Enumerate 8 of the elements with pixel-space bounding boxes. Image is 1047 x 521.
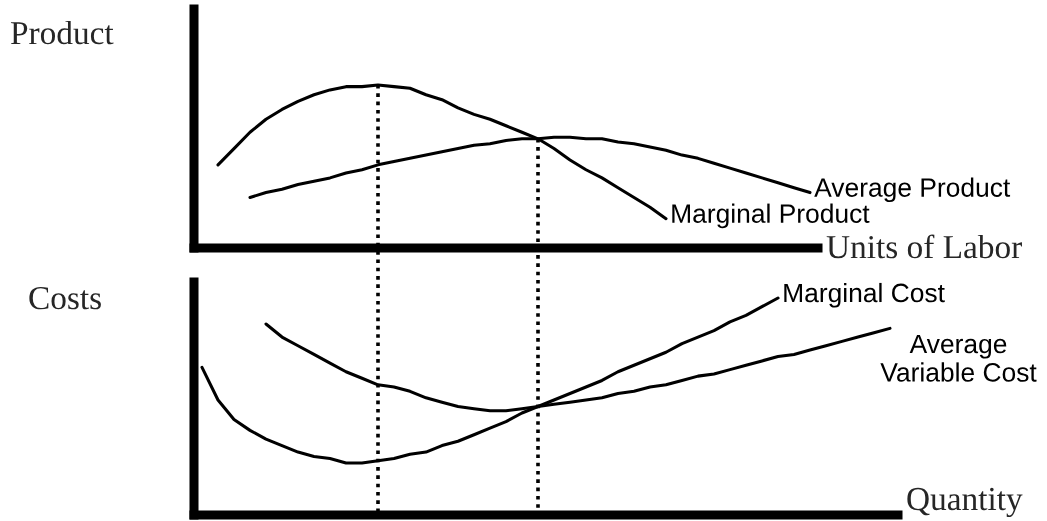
x-axis-title: Quantity — [907, 487, 1023, 518]
x-axis-title: Units of Labor — [826, 234, 1022, 259]
y-axis-title: Product — [10, 20, 114, 45]
series-label: Marginal Cost — [784, 282, 945, 308]
series-label: Marginal Product — [672, 203, 870, 229]
series-label: Average Variable Cost — [880, 334, 1037, 382]
series-label: Average Product — [814, 177, 1011, 203]
y-axis-title: Costs — [29, 286, 101, 310]
